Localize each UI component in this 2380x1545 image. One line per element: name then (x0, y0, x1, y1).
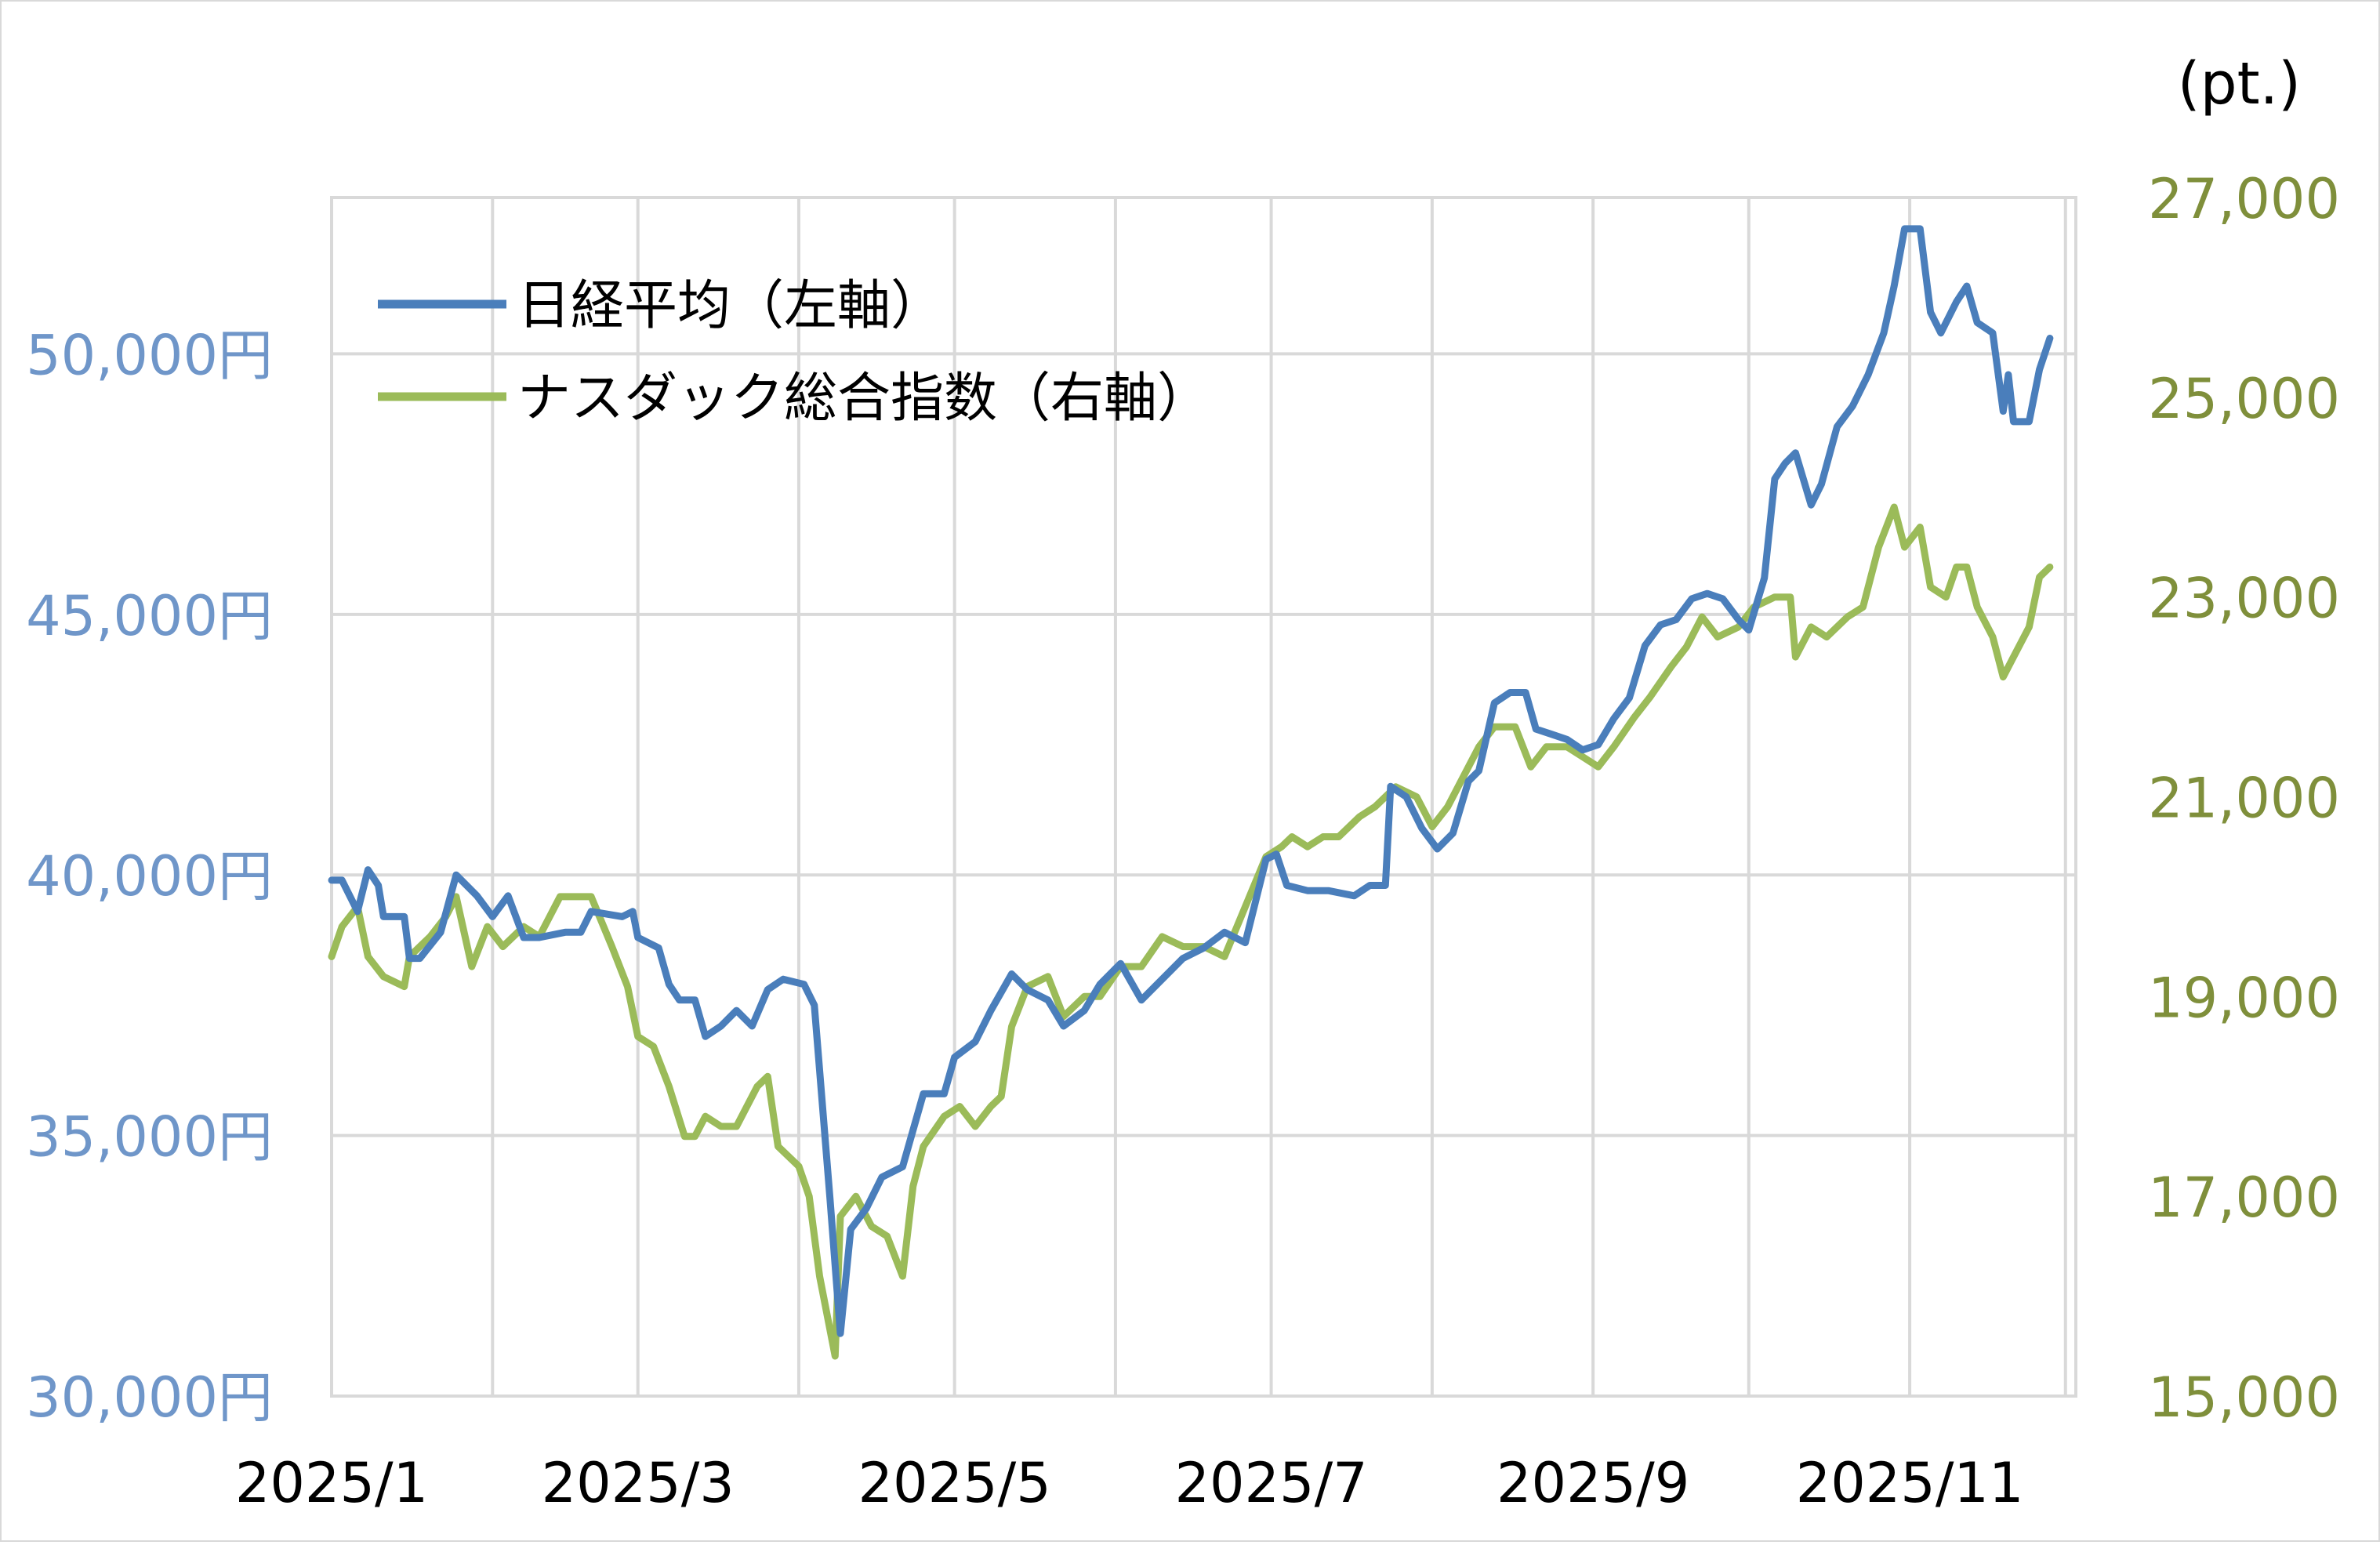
right-tick-label: 19,000 (2148, 966, 2340, 1030)
x-tick-label: 2025/1 (235, 1451, 428, 1515)
legend: 日経平均（左軸） ナスダック総合指数（右軸） (378, 275, 1210, 430)
left-axis-labels: 30,000円 35,000円 40,000円 45,000円 50,000円 (26, 323, 273, 1430)
left-tick-label: 30,000円 (26, 1365, 273, 1430)
x-tick-label: 2025/9 (1497, 1451, 1689, 1515)
x-tick-label: 2025/11 (1796, 1451, 2024, 1515)
nasdaq-series-line (328, 503, 2054, 1360)
right-axis-unit-label: (pt.) (2178, 50, 2301, 118)
legend-label: 日経平均（左軸） (517, 275, 944, 337)
left-tick-label: 45,000円 (26, 584, 273, 648)
series-lines (328, 225, 2054, 1360)
left-tick-label: 50,000円 (26, 323, 273, 387)
right-tick-label: 27,000 (2148, 167, 2340, 231)
right-tick-label: 25,000 (2148, 367, 2340, 431)
right-axis-labels: 15,000 17,000 19,000 21,000 23,000 25,000 27,0… (2148, 167, 2340, 1430)
x-axis-labels: 2025/1 2025/3 2025/5 2025/7 2025/9 2025/11 (235, 1451, 2024, 1515)
nikkei-series-line (328, 225, 2054, 1337)
x-tick-label: 2025/3 (542, 1451, 735, 1515)
left-tick-label: 40,000円 (26, 844, 273, 909)
right-tick-label: 15,000 (2148, 1365, 2340, 1430)
x-tick-label: 2025/5 (858, 1451, 1051, 1515)
legend-label: ナスダック総合指数（右軸） (517, 368, 1210, 430)
right-tick-label: 17,000 (2148, 1166, 2340, 1230)
plot-area-border (330, 196, 2077, 1398)
left-tick-label: 35,000円 (26, 1105, 273, 1170)
x-tick-label: 2025/7 (1174, 1451, 1367, 1515)
right-tick-label: 21,000 (2148, 767, 2340, 831)
right-tick-label: 23,000 (2148, 567, 2340, 631)
